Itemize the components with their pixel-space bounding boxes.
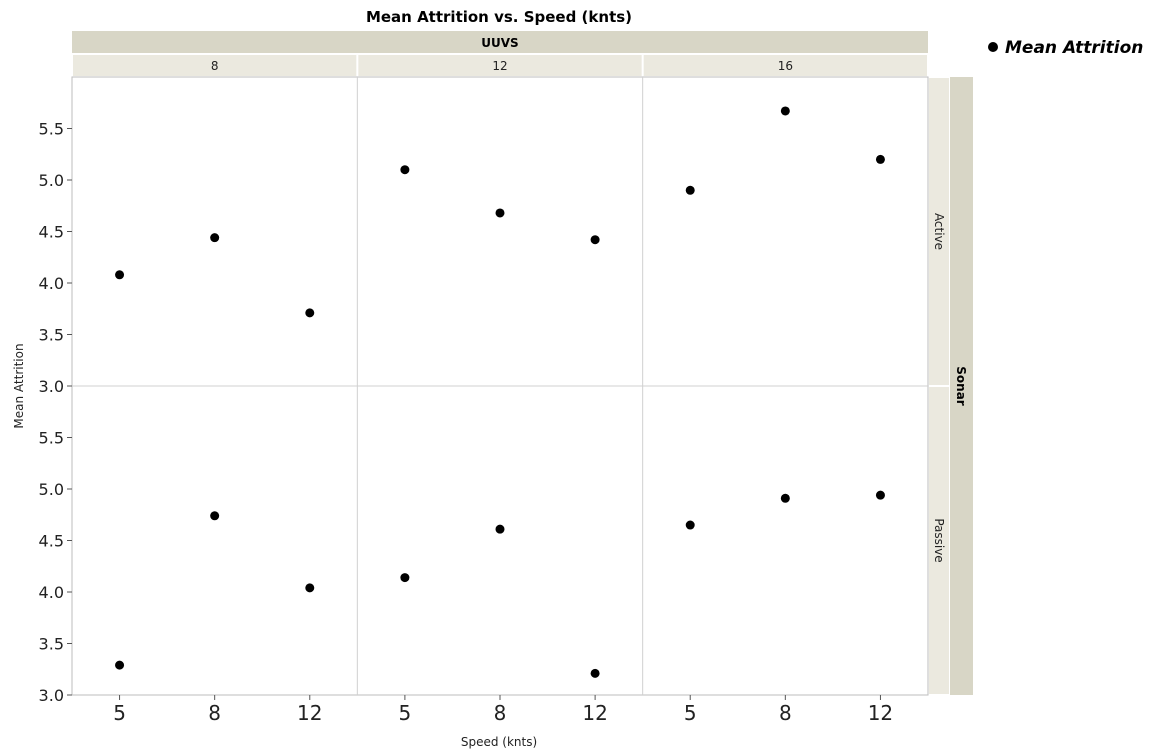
y-axis-ticks: 3.0 3.5 4.0 4.5 5.0 5.5 3.0 3.5 4.0 4.5 5.0 5.5 (39, 120, 72, 705)
uuvs-level-header-16 (643, 55, 927, 76)
chart-title: Mean Attrition vs. Speed (knts) (366, 8, 632, 26)
data-point-uuvs8-passive-speed12[interactable] (305, 583, 315, 593)
y-tick-label: 4.5 (39, 532, 64, 551)
x-tick-label: 5 (113, 701, 126, 725)
data-point-uuvs12-active-speed12[interactable] (590, 235, 600, 245)
x-axis-ticks: 5 8 12 5 8 12 5 8 12 (113, 695, 893, 725)
data-point-uuvs12-active-speed5[interactable] (400, 165, 410, 175)
sonar-header-bar (950, 77, 973, 695)
uuvs-level-header-8 (73, 55, 357, 76)
y-tick-label: 3.0 (39, 686, 64, 705)
y-tick-label: 3.0 (39, 377, 64, 396)
x-axis-title: Speed (knts) (461, 735, 537, 749)
data-point-uuvs8-active-speed12[interactable] (305, 308, 315, 318)
x-tick-label: 8 (208, 701, 221, 725)
data-point-uuvs16-passive-speed8[interactable] (780, 493, 790, 503)
legend-label: Mean Attrition (1005, 38, 1143, 58)
data-point-uuvs16-active-speed5[interactable] (685, 185, 695, 195)
x-tick-label: 12 (868, 701, 893, 725)
y-tick-label: 5.0 (39, 480, 64, 499)
legend: Mean Attrition (988, 38, 1143, 58)
x-tick-label: 5 (399, 701, 412, 725)
data-point-uuvs12-passive-speed5[interactable] (400, 573, 410, 583)
y-tick-label: 4.5 (39, 223, 64, 242)
uuvs-level-label-8: 8 (211, 59, 219, 73)
uuvs-level-header-12 (358, 55, 642, 76)
y-tick-label: 4.0 (39, 274, 64, 293)
sonar-level-label-active: Active (932, 213, 946, 250)
y-tick-label: 5.5 (39, 120, 64, 139)
data-point-uuvs16-passive-speed12[interactable] (875, 490, 885, 500)
x-tick-label: 12 (582, 701, 607, 725)
uuvs-level-label-16: 16 (778, 59, 793, 73)
data-point-uuvs8-passive-speed8[interactable] (210, 511, 220, 521)
y-tick-label: 3.5 (39, 326, 64, 345)
plot-area (71, 76, 929, 696)
sonar-level-label-passive: Passive (932, 518, 946, 562)
uuvs-level-headers: 8 12 16 (73, 55, 927, 76)
y-tick-label: 3.5 (39, 635, 64, 654)
y-tick-label: 5.5 (39, 429, 64, 448)
sonar-level-header-passive (929, 387, 949, 694)
uuvs-header-label: UUVS (481, 36, 518, 50)
sonar-level-header-active (929, 78, 949, 385)
data-point-uuvs16-active-speed8[interactable] (780, 106, 790, 116)
data-points (115, 106, 885, 678)
data-point-uuvs12-passive-speed8[interactable] (495, 524, 505, 534)
data-point-uuvs16-passive-speed5[interactable] (685, 520, 695, 530)
x-tick-label: 8 (494, 701, 507, 725)
y-tick-label: 4.0 (39, 583, 64, 602)
uuvs-level-label-12: 12 (492, 59, 507, 73)
data-point-uuvs8-active-speed8[interactable] (210, 233, 220, 243)
data-point-uuvs12-passive-speed12[interactable] (590, 668, 600, 678)
x-tick-label: 12 (297, 701, 322, 725)
uuvs-header-bar (72, 31, 928, 53)
x-tick-label: 5 (684, 701, 697, 725)
data-point-uuvs16-active-speed12[interactable] (875, 154, 885, 164)
y-axis-title: Mean Attrition (12, 343, 26, 428)
data-point-uuvs8-passive-speed5[interactable] (115, 660, 125, 670)
data-point-uuvs12-active-speed8[interactable] (495, 208, 505, 218)
sonar-level-headers: Active Passive (929, 78, 949, 694)
legend-marker (988, 42, 998, 52)
sonar-header-label: Sonar (954, 366, 968, 406)
x-tick-label: 8 (779, 701, 792, 725)
data-point-uuvs8-active-speed5[interactable] (115, 270, 125, 280)
y-tick-label: 5.0 (39, 171, 64, 190)
